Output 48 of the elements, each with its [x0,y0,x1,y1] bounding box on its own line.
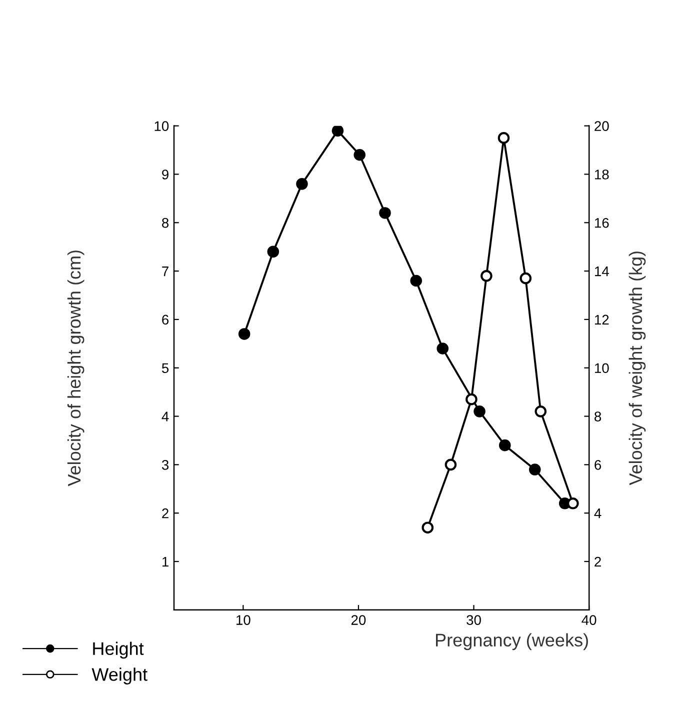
point [354,148,366,161]
x-tick-label: 40 [582,615,596,625]
point [498,132,510,144]
x-tick-label: 10 [236,615,250,625]
legend-label: Weight [92,668,148,684]
y2-tick-label: 8 [594,412,602,422]
point [238,328,250,340]
point [444,458,457,471]
y-tick-label: 2 [162,508,168,518]
y2-tick-label: 14 [594,266,609,276]
point [422,522,434,534]
legend-label: Height [93,642,144,659]
point [410,274,422,287]
point [567,497,579,510]
y2-tick-label: 16 [594,218,609,228]
y2-tick-label: 6 [594,460,602,470]
point [296,178,308,190]
y-axis-title: Velocity of height growth (cm) [67,250,84,486]
y2-tick-label: 12 [594,314,609,324]
y-tick-label: 6 [162,314,169,325]
y-tick-label: 1 [162,556,168,567]
point [480,270,492,282]
x-tick-label: 30 [466,615,481,625]
point [379,207,391,219]
point [474,406,486,418]
y-tick-label: 10 [154,121,169,132]
point [498,439,511,452]
y-tick-label: 4 [162,412,169,422]
x-axis-title: Pregnancy (weeks) [436,633,588,650]
point [332,126,344,137]
y-tick-label: 3 [162,460,169,470]
y-tick-label: 7 [162,266,168,276]
y2-tick-label: 20 [594,121,609,132]
point [534,406,547,418]
y2-tick-label: 10 [594,363,609,374]
y-tick-label: 9 [162,170,168,180]
point [436,342,449,354]
y-tick-label: 5 [162,363,169,374]
y2-tick-label: 2 [594,556,601,567]
y2-tick-label: 4 [594,508,602,518]
y2-axis-title: Velocity of weight growth (kg) [628,252,646,486]
y2-tick-label: 18 [594,170,609,180]
y-tick-label: 8 [162,218,169,228]
point [267,246,280,258]
point [528,464,541,476]
x-tick-label: 20 [351,615,366,625]
point [520,272,532,284]
point [466,393,478,406]
